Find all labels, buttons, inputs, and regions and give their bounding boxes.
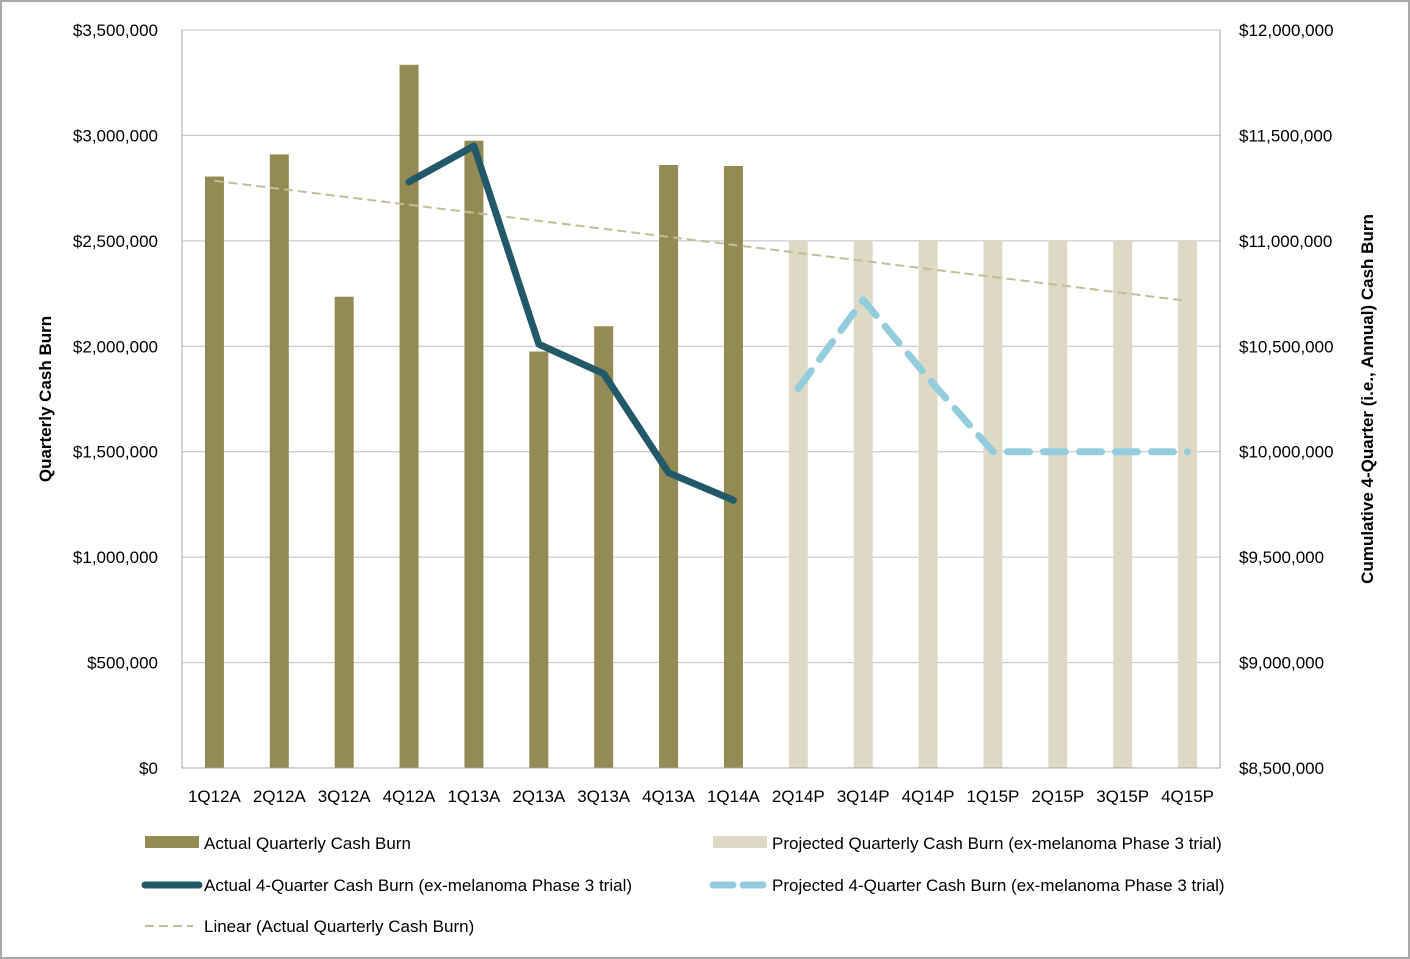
left-tick-label: $500,000 [87,654,158,673]
bar [723,166,743,768]
x-tick-label: 1Q12A [188,787,242,806]
left-tick-label: $3,000,000 [73,126,158,145]
legend-label: Linear (Actual Quarterly Cash Burn) [204,917,474,936]
legend-label: Actual Quarterly Cash Burn [204,834,411,853]
right-tick-label: $10,000,000 [1239,443,1334,462]
legend-item: Projected Quarterly Cash Burn (ex-melano… [713,834,1222,853]
actual-line [405,142,737,504]
right-tick-label: $8,500,000 [1239,759,1324,778]
right-axis-ticks: $8,500,000 $9,000,000 $9,500,000 $10,000,00… [1239,21,1334,778]
bar [788,240,808,768]
bar [399,64,419,768]
legend-item: Linear (Actual Quarterly Cash Burn) [145,917,474,936]
left-tick-label: $0 [139,759,158,778]
legend-item: Actual Quarterly Cash Burn [145,834,411,853]
x-tick-label: 2Q15P [1031,787,1084,806]
bar [1048,240,1068,768]
right-tick-label: $9,000,000 [1239,654,1324,673]
x-tick-label: 4Q14P [902,787,955,806]
bar [1113,240,1133,768]
right-axis-title: Cumulative 4-Quarter (i.e., Annual) Cash… [1358,214,1377,584]
x-tick-label: 3Q13A [577,787,631,806]
left-tick-label: $3,500,000 [73,21,158,40]
x-tick-label: 3Q15P [1096,787,1149,806]
lines [405,142,1192,504]
bar [918,240,938,768]
right-tick-label: $10,500,000 [1239,337,1334,356]
x-tick-label: 1Q15P [966,787,1019,806]
legend-item: Projected 4-Quarter Cash Burn (ex-melano… [709,876,1225,895]
right-tick-label: $11,000,000 [1239,232,1332,251]
bar [983,240,1003,768]
bar [204,176,224,768]
x-tick-label: 1Q14A [707,787,761,806]
bars [204,64,1198,769]
legend-label: Projected 4-Quarter Cash Burn (ex-melano… [772,876,1225,895]
trendline [214,179,1188,302]
left-tick-label: $2,500,000 [73,232,158,251]
x-tick-label: 3Q14P [837,787,890,806]
bar [1178,240,1198,768]
x-tick-label: 3Q12A [318,787,372,806]
legend-label: Actual 4-Quarter Cash Burn (ex-melanoma … [204,876,632,895]
bar [853,240,873,768]
left-tick-label: $2,000,000 [73,337,158,356]
x-tick-label: 4Q12A [383,787,437,806]
axes [181,30,1221,769]
bar [269,154,289,769]
x-tick-label: 2Q13A [512,787,566,806]
right-tick-label: $11,500,000 [1239,126,1332,145]
bar [594,326,614,768]
left-axis-ticks: $0 $500,000 $1,000,000 $1,500,000 $2,000,000… [73,21,158,778]
left-tick-label: $1,000,000 [73,548,158,567]
x-tick-label: 4Q13A [642,787,696,806]
projected-line [794,296,1192,456]
left-axis-title: Quarterly Cash Burn [36,316,55,482]
legend-item: Actual 4-Quarter Cash Burn (ex-melanoma … [141,876,632,895]
x-axis-ticks: 1Q12A 2Q12A 3Q12A 4Q12A 1Q13A 2Q13A 3Q13A 4Q13A… [188,787,1214,806]
x-tick-label: 2Q14P [772,787,825,806]
bar [334,296,354,768]
right-tick-label: $9,500,000 [1239,548,1324,567]
bar [464,140,484,768]
left-tick-label: $1,500,000 [73,443,158,462]
legend-swatch [145,836,199,848]
legend-label: Projected Quarterly Cash Burn (ex-melano… [772,834,1222,853]
right-tick-label: $12,000,000 [1239,21,1334,40]
x-tick-label: 2Q12A [253,787,307,806]
x-tick-label: 1Q13A [447,787,501,806]
bar [529,351,549,768]
legend-swatch [713,836,767,848]
legend: Actual Quarterly Cash Burn Projected Quar… [141,834,1225,936]
x-tick-label: 4Q15P [1161,787,1214,806]
trendline-group [214,179,1188,302]
